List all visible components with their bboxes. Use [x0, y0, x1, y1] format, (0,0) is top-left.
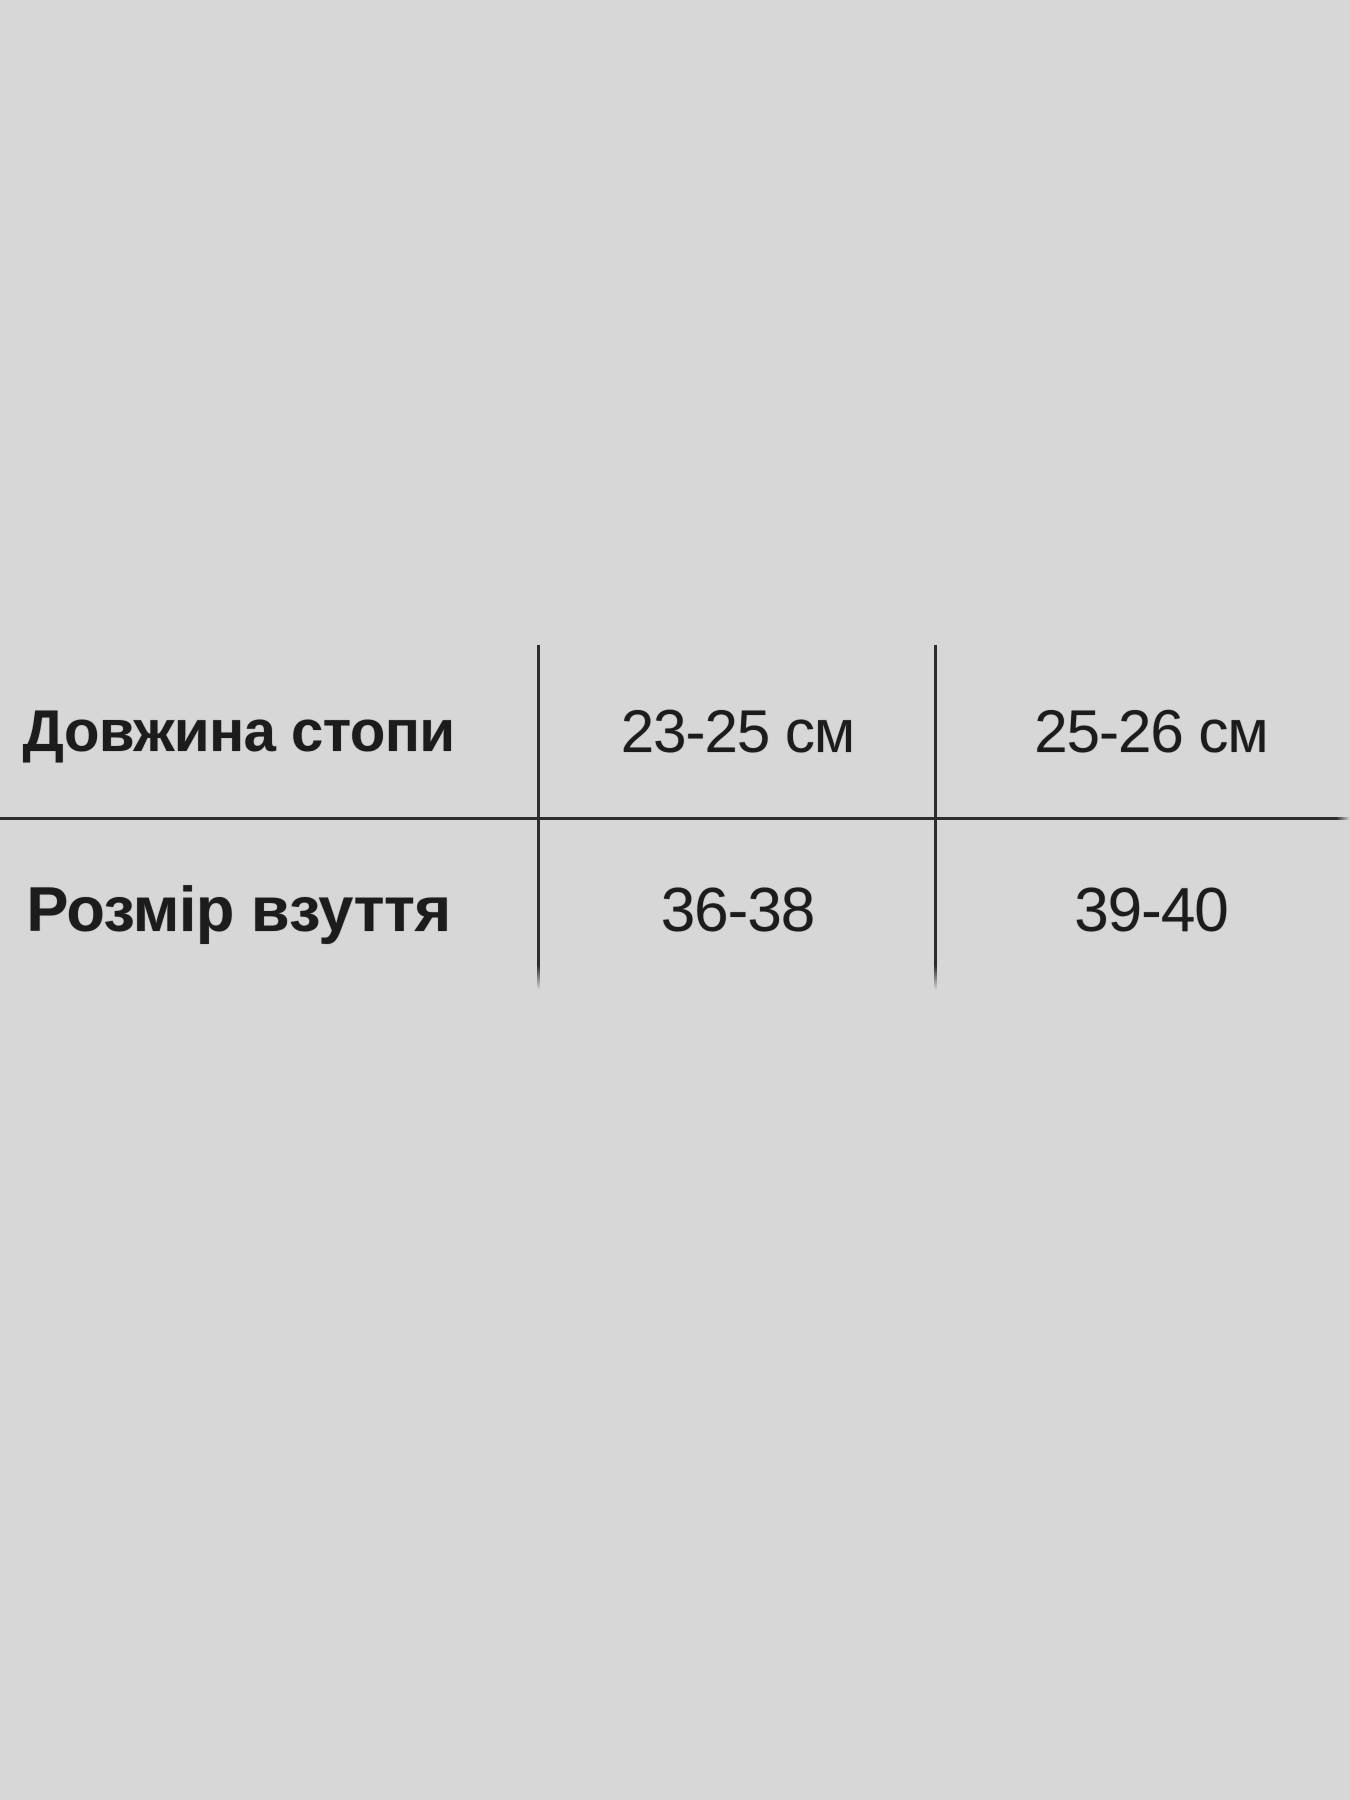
- shoe-size-value-2: 39-40: [1074, 875, 1229, 945]
- cell-foot-length-label: Довжина стопи: [0, 645, 539, 817]
- shoe-size-label: Розмір взуття: [26, 875, 451, 945]
- shoe-size-value-1: 36-38: [660, 875, 816, 945]
- cell-shoe-size-label: Розмір взуття: [0, 822, 539, 990]
- foot-length-value-2: 25-26 см: [1034, 697, 1268, 765]
- cell-shoe-size-value-2: 39-40: [936, 822, 1350, 990]
- cell-foot-length-value-2: 25-26 см: [936, 645, 1350, 817]
- cell-shoe-size-value-1: 36-38: [539, 822, 936, 990]
- foot-length-value-1: 23-25 см: [620, 697, 855, 765]
- foot-length-label: Довжина стопи: [22, 698, 455, 764]
- row-divider: [0, 817, 1350, 820]
- cell-foot-length-value-1: 23-25 см: [539, 645, 936, 817]
